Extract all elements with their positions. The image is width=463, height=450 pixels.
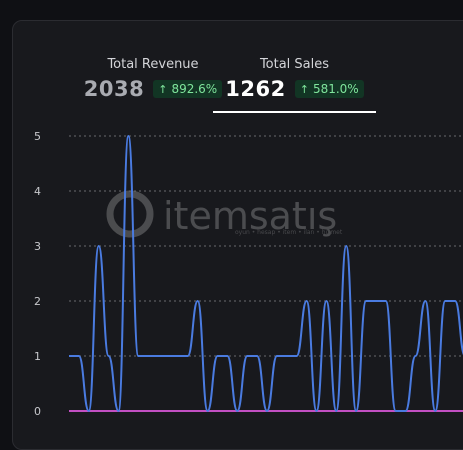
sales-series-line bbox=[69, 134, 463, 413]
arrow-up-icon: ↑ bbox=[158, 82, 168, 96]
watermark-tagline: oyun • hesap • item • ilan • hizmet bbox=[235, 229, 343, 236]
change-badge: ↑ 892.6% bbox=[153, 80, 223, 98]
tab-label: Total Sales bbox=[259, 57, 330, 72]
change-percent: 581.0% bbox=[312, 82, 359, 96]
y-tick-label: 3 bbox=[34, 240, 41, 253]
y-tick-label: 5 bbox=[34, 130, 41, 143]
watermark-brand: itemsatış bbox=[163, 194, 337, 238]
y-tick-label: 0 bbox=[34, 405, 41, 418]
y-tick-label: 1 bbox=[34, 350, 41, 363]
y-tick-label: 4 bbox=[34, 185, 41, 198]
tab-total-sales[interactable]: Total Sales 1262 ↑ 581.0% bbox=[213, 57, 376, 101]
y-tick-label: 2 bbox=[34, 295, 41, 308]
watermark: itemsatış oyun • hesap • item • ilan • h… bbox=[106, 190, 343, 238]
tab-total-revenue[interactable]: Total Revenue 2038 ↑ 892.6% bbox=[68, 57, 238, 101]
total-sales-value: 1262 bbox=[225, 77, 286, 101]
watermark-logo-icon bbox=[106, 190, 154, 238]
total-revenue-value: 2038 bbox=[83, 77, 145, 101]
change-percent: 892.6% bbox=[171, 82, 218, 96]
tab-label: Total Revenue bbox=[107, 57, 199, 72]
active-tab-indicator bbox=[213, 111, 376, 113]
line-chart: itemsatış oyun • hesap • item • ilan • h… bbox=[34, 130, 463, 418]
change-badge: ↑ 581.0% bbox=[294, 80, 364, 98]
sales-chart-card: Total Revenue 2038 ↑ 892.6% Total Sales … bbox=[12, 20, 463, 450]
arrow-up-icon: ↑ bbox=[299, 82, 309, 96]
